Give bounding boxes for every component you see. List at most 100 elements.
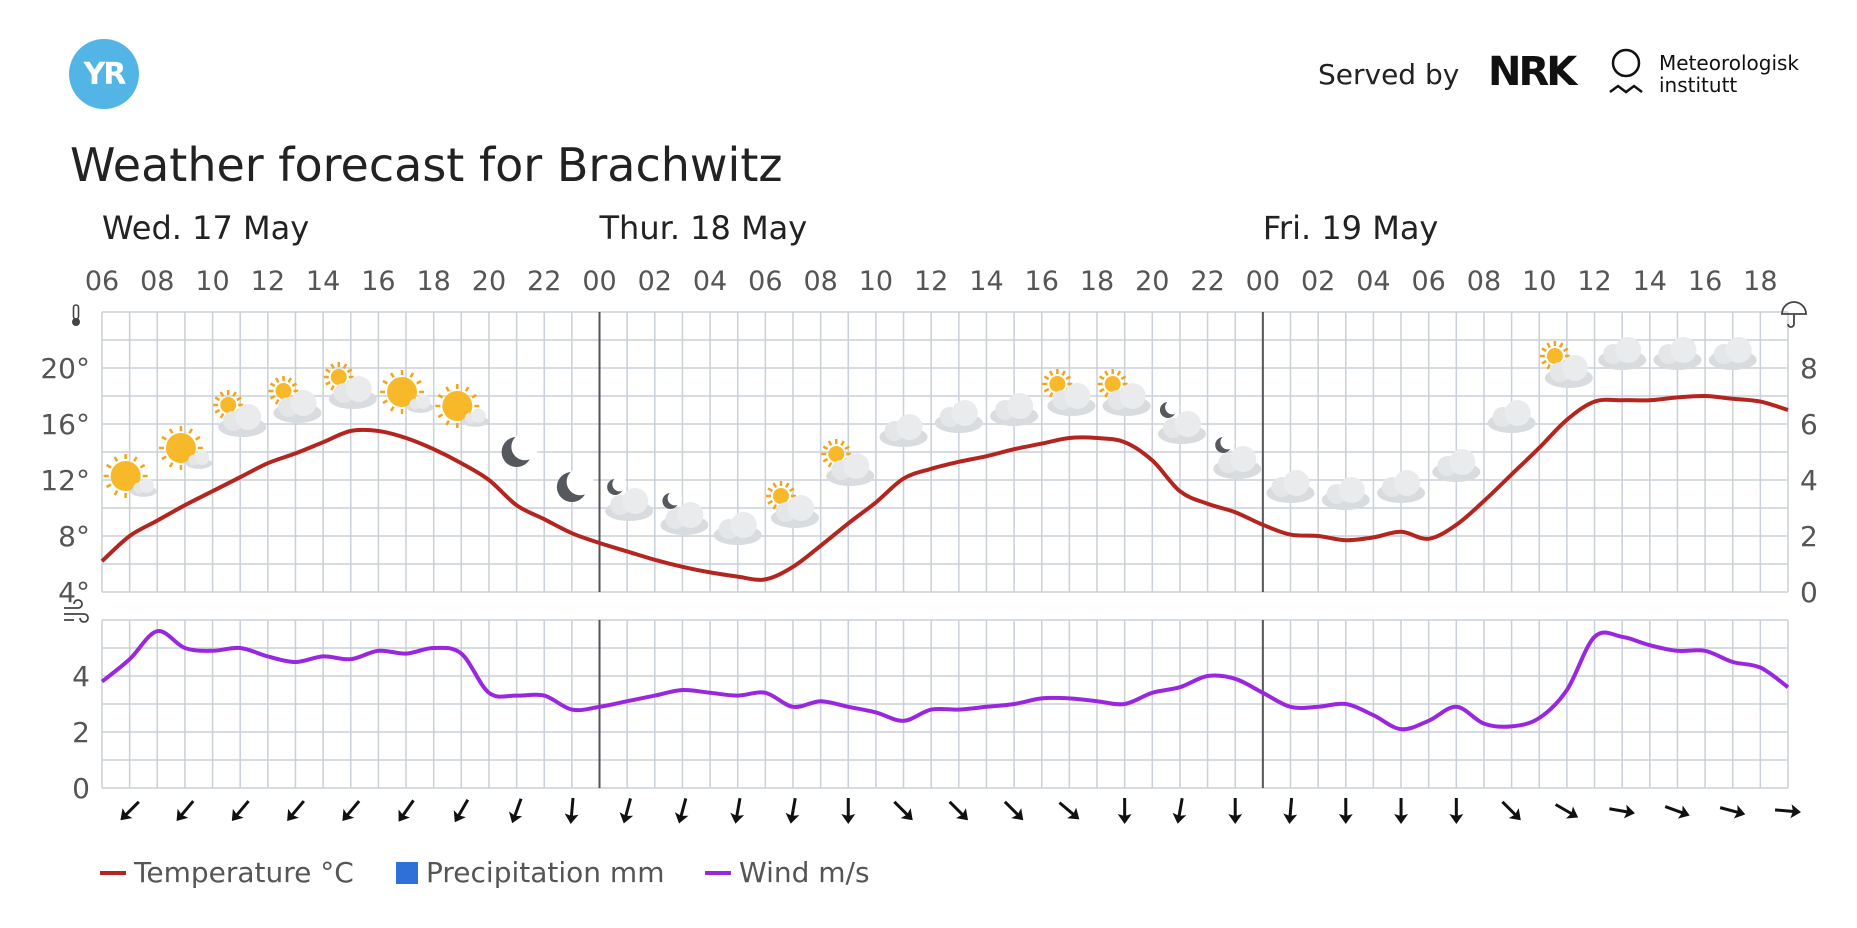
x-tick-label: 22 [527,266,561,297]
cloud-part [677,502,704,528]
x-tick-label: 14 [306,266,340,297]
sun-ray [382,379,388,385]
arrow-head [1172,812,1187,824]
cloudy-icon [1266,470,1315,503]
moon-cut [1220,435,1235,450]
sun-ray [445,386,450,392]
x-tick-label: 04 [693,266,727,297]
sun-ray [161,455,167,461]
arrow-head [1565,806,1579,819]
cloud-part [1449,449,1476,475]
forecast-chart: Wed. 17 May Thur. 18 May Fri. 19 May 06 08 1… [40,209,1818,824]
wind-arrow [231,800,250,821]
temp-tick-label: 12° [40,464,90,497]
arrow-head [1117,814,1132,824]
sun-ray [409,372,415,378]
wind-arrow [1283,797,1298,824]
x-tick-label: 04 [1356,266,1390,297]
cloudy-icon [713,512,762,545]
sun-ray [139,463,146,469]
cloud-part [345,376,372,402]
axis-icons [64,301,1807,623]
met-institute-icon [1609,48,1643,94]
x-tick-label: 20 [472,266,506,297]
moon-cut [667,491,683,506]
sun-ray [1043,387,1050,393]
cloud-part [290,390,317,416]
wind-arrow [785,797,800,824]
x-tick-label: 12 [1577,266,1611,297]
x-tick-label: 16 [361,266,395,297]
wind-arrow [1719,805,1746,819]
partlycloudy_day-icon [1042,369,1096,416]
sun-ray [827,440,833,446]
x-tick-label: 00 [1246,266,1280,297]
wind-arrow [1338,798,1353,824]
arrow-head [955,808,969,821]
arrow-head [1623,804,1635,819]
sun-ray [1562,347,1569,353]
arrow-head [674,812,689,824]
sun-ray [214,396,221,402]
wind-icon [64,599,89,623]
x-tick-labels: 06 08 10 12 14 16 18 20 22 00 02 04 06 08 10 12 14 16 18 20… [85,266,1778,297]
sun-ray [330,385,335,391]
partlycloudy_day-icon [1097,369,1151,416]
cloudy-icon [1487,400,1536,433]
arrow-head [1733,805,1746,819]
sun-ray [105,463,112,469]
sun-ray [269,382,276,388]
legend-precipitation[interactable]: Precipitation mm [396,856,664,889]
x-tick-label: 06 [1412,266,1446,297]
legend-wind[interactable]: Wind m/s [705,856,870,889]
cloud-part [1615,337,1642,363]
x-tick-label: 14 [969,266,1003,297]
x-tick-label: 18 [1743,266,1777,297]
cloud-part [416,394,431,409]
x-tick-label: 16 [1688,266,1722,297]
sun-ray [464,386,470,392]
met-institute-name[interactable]: Meteorologisk institutt [1659,52,1799,96]
cloud-part [896,414,923,440]
fair_day-icon [158,426,213,470]
wind-arrow [1664,805,1690,819]
sun-ray [287,377,293,383]
sun-ray [342,363,348,369]
partlycloudy_night-icon [605,477,654,521]
precip-tick-label: 0 [1800,576,1818,609]
wind-tick-label: 0 [72,772,90,805]
sun-ray [437,393,444,399]
wind-arrow [564,797,579,824]
partlycloudy_day-icon [821,439,875,486]
cloudy-icon [1377,470,1426,503]
sun-ray [274,377,280,383]
sun-ray [325,368,331,374]
x-tick-label: 10 [859,266,893,297]
x-tick-label: 02 [638,266,672,297]
sun-ray [1099,375,1105,381]
cloud-part [1007,393,1034,419]
wind-arrow [1228,798,1243,824]
arrow-head [841,814,856,824]
sun-disc [1104,376,1121,392]
cloud-part [1394,470,1421,496]
sun-ray [767,499,773,505]
wind-arrow [730,797,745,824]
legend-temperature[interactable]: Temperature °C [100,856,354,889]
sun-ray [1120,375,1127,381]
yr-logo[interactable]: YR [69,39,139,109]
wind-arrow [1449,798,1464,824]
x-tick-label: 08 [1467,266,1501,297]
sun-ray [188,428,194,434]
x-tick-label: 14 [1633,266,1667,297]
x-tick-label: 10 [1522,266,1556,297]
sun-ray [291,382,298,388]
cloudy-icon [934,400,983,433]
arrow-head [1338,814,1353,824]
nrk-logo[interactable]: NRK [1488,49,1577,95]
wind-arrow [1554,803,1579,819]
sun-ray [389,406,395,412]
sun-ray [772,504,778,510]
wind-arrow [1003,800,1024,821]
x-tick-label: 12 [251,266,285,297]
